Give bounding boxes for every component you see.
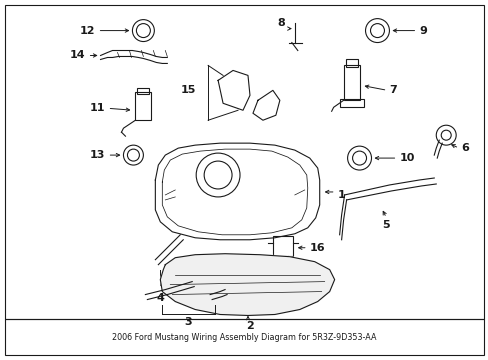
Text: 1: 1: [337, 190, 345, 200]
Bar: [135, 92, 151, 120]
Text: 11: 11: [90, 103, 105, 113]
Text: 4: 4: [156, 293, 164, 302]
Bar: [5, 5, 483, 319]
Bar: [339, 99, 363, 107]
Text: 14: 14: [70, 50, 85, 60]
Text: 2: 2: [245, 321, 253, 332]
Text: 13: 13: [90, 150, 105, 160]
Text: 6: 6: [460, 143, 468, 153]
Text: 16: 16: [309, 243, 325, 253]
Text: 5: 5: [382, 220, 389, 230]
Text: 12: 12: [80, 26, 95, 36]
Text: 8: 8: [277, 18, 285, 28]
Text: 7: 7: [388, 85, 396, 95]
Text: 3: 3: [184, 318, 192, 328]
Text: 9: 9: [419, 26, 427, 36]
Text: 2006 Ford Mustang Wiring Assembly Diagram for 5R3Z-9D353-AA: 2006 Ford Mustang Wiring Assembly Diagra…: [112, 333, 375, 342]
Bar: [137, 88, 149, 94]
Text: 10: 10: [399, 153, 414, 163]
Bar: [272, 236, 292, 256]
Bar: [5, 319, 483, 355]
Text: 15: 15: [181, 85, 196, 95]
Bar: [343, 66, 359, 100]
Bar: [345, 59, 357, 67]
Polygon shape: [160, 254, 334, 315]
